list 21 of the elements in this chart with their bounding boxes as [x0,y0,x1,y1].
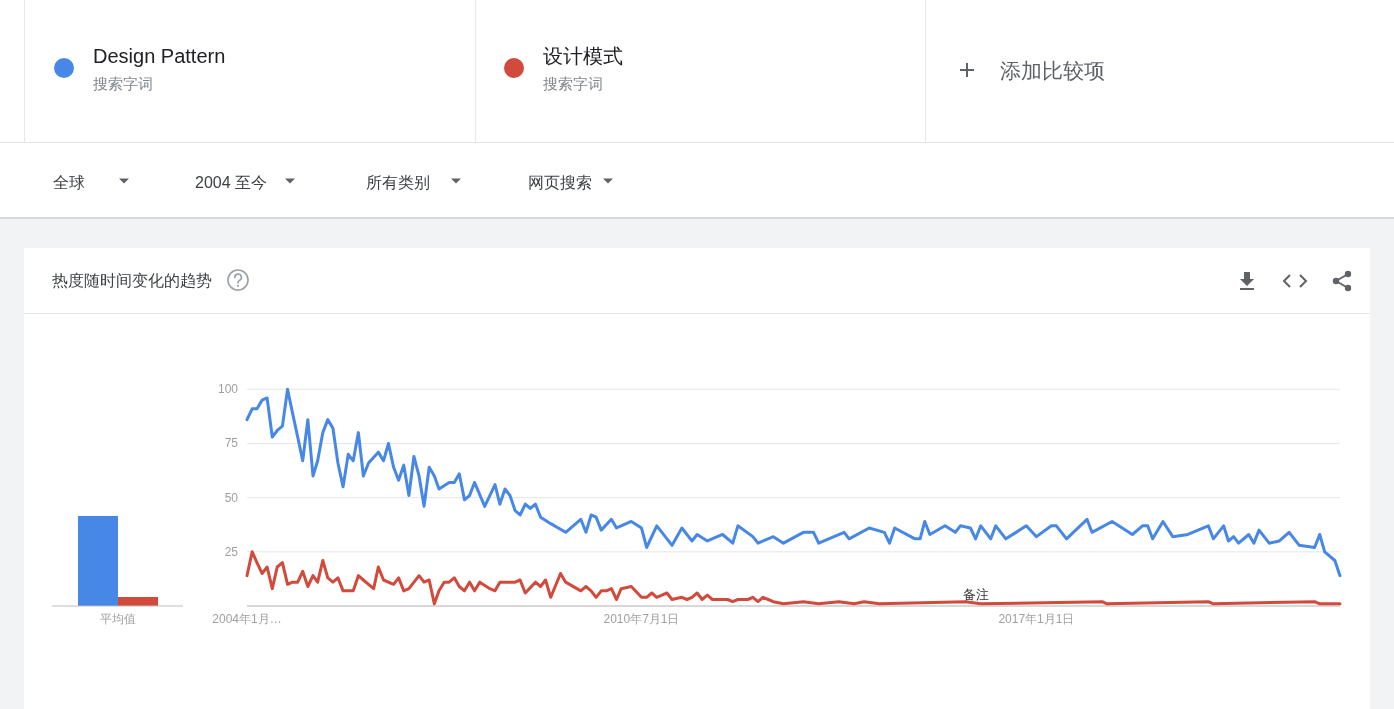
legend-label: 设计模式 [543,45,623,67]
x-tick-label: 2010年7月1日 [603,612,680,626]
text: 2004 至今 [195,174,268,191]
text: 添加比较项 [1000,59,1105,82]
y-tick-label: 75 [224,436,239,451]
text: 网页搜索 [528,174,592,191]
text: 搜索字词 [543,75,603,92]
text: 所有类别 [366,174,430,191]
annotation: 备注 [962,587,989,602]
y-tick-label: 50 [224,490,239,505]
y-tick-label: 25 [224,544,239,559]
text: 搜索字词 [93,75,153,92]
chart-title: 热度随时间变化的趋势 [52,272,212,289]
line-series [245,550,1342,606]
legend-label: Design Pattern [93,45,226,67]
line-series [245,387,1342,578]
x-tick-label: 2017年1月1日 [998,612,1075,626]
y-tick-label: 100 [217,382,239,397]
x-tick-label: 平均值 [100,612,136,626]
x-tick-label: 2004年1月… [212,612,282,626]
text: 全球 [53,174,85,191]
